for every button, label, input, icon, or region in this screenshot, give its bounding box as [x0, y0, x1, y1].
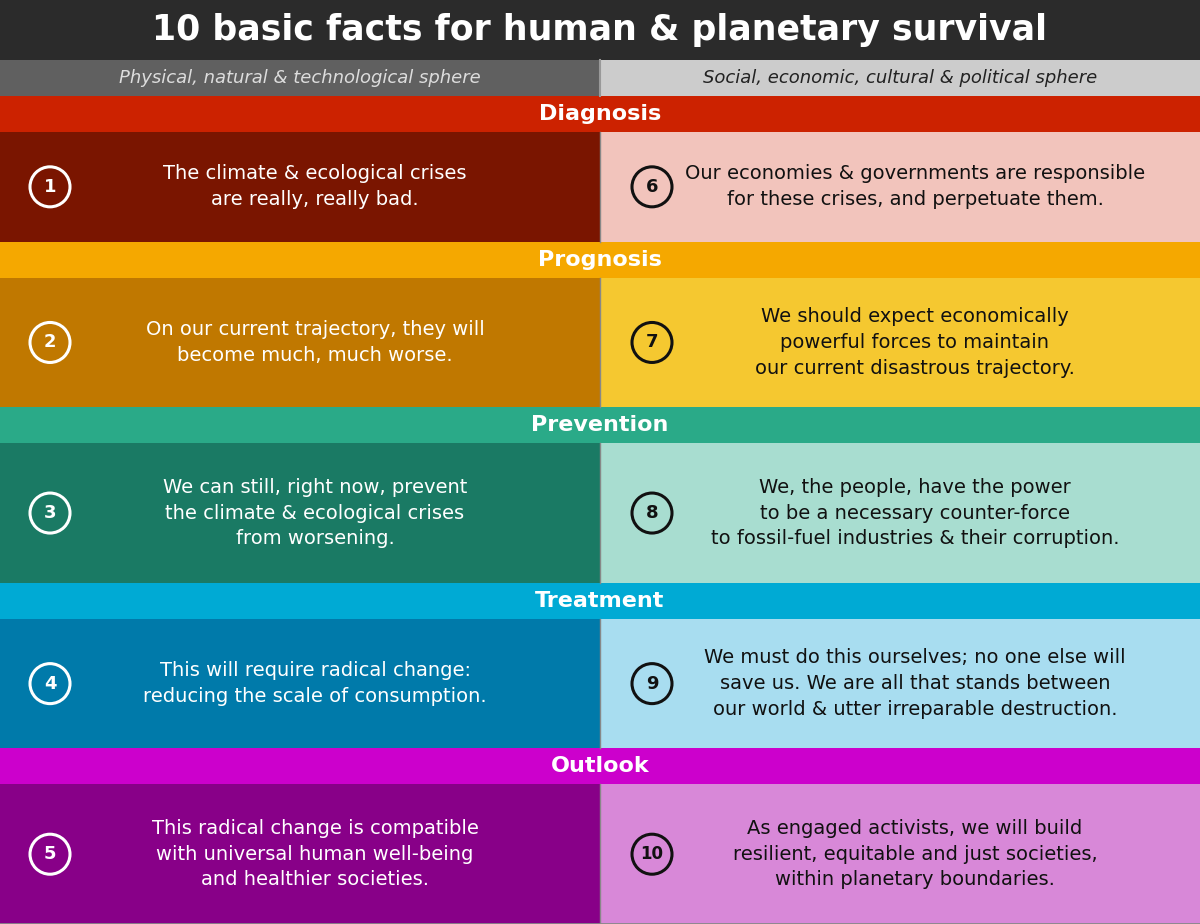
Circle shape [632, 322, 672, 362]
Bar [600, 784, 1200, 924]
Bar [0, 748, 1200, 784]
Text: Our economies & governments are responsible
for these crises, and perpetuate the: Our economies & governments are responsi… [685, 164, 1145, 209]
Text: We must do this ourselves; no one else will
save us. We are all that stands betw: We must do this ourselves; no one else w… [704, 649, 1126, 719]
Text: We, the people, have the power
to be a necessary counter-force
to fossil-fuel in: We, the people, have the power to be a n… [710, 478, 1120, 548]
Circle shape [632, 493, 672, 533]
Bar [0, 96, 1200, 132]
Text: We should expect economically
powerful forces to maintain
our current disastrous: We should expect economically powerful f… [755, 307, 1075, 378]
Circle shape [632, 167, 672, 207]
Text: Outlook: Outlook [551, 757, 649, 776]
Bar [600, 277, 1200, 407]
Bar [0, 277, 600, 407]
Text: 7: 7 [646, 334, 659, 351]
Bar [0, 619, 600, 748]
Bar [0, 583, 1200, 619]
Text: On our current trajectory, they will
become much, much worse.: On our current trajectory, they will bec… [145, 320, 485, 365]
Circle shape [30, 167, 70, 207]
Circle shape [632, 834, 672, 874]
Text: 6: 6 [646, 177, 659, 196]
Text: Diagnosis: Diagnosis [539, 104, 661, 124]
Bar [600, 132, 1200, 242]
Circle shape [30, 322, 70, 362]
Bar [0, 60, 600, 96]
Text: 1: 1 [43, 177, 56, 196]
Text: This will require radical change:
reducing the scale of consumption.: This will require radical change: reduci… [143, 662, 487, 706]
Bar [0, 132, 600, 242]
Text: This radical change is compatible
with universal human well-being
and healthier : This radical change is compatible with u… [151, 819, 479, 890]
Text: 8: 8 [646, 505, 659, 522]
Bar [0, 242, 1200, 277]
Text: 2: 2 [43, 334, 56, 351]
Text: 10: 10 [641, 845, 664, 863]
Bar [0, 407, 1200, 444]
Text: Treatment: Treatment [535, 590, 665, 611]
Text: Physical, natural & technological sphere: Physical, natural & technological sphere [119, 69, 481, 87]
Circle shape [30, 834, 70, 874]
Circle shape [632, 663, 672, 704]
Text: Prevention: Prevention [532, 415, 668, 435]
Text: 10 basic facts for human & planetary survival: 10 basic facts for human & planetary sur… [152, 13, 1048, 47]
Bar [600, 444, 1200, 583]
Text: 3: 3 [43, 505, 56, 522]
Bar [0, 444, 600, 583]
Text: 9: 9 [646, 675, 659, 693]
Text: 4: 4 [43, 675, 56, 693]
Circle shape [30, 663, 70, 704]
Text: As engaged activists, we will build
resilient, equitable and just societies,
wit: As engaged activists, we will build resi… [733, 819, 1097, 890]
Bar [0, 784, 600, 924]
Circle shape [30, 493, 70, 533]
Bar [0, 0, 1200, 60]
Text: 5: 5 [43, 845, 56, 863]
Text: Prognosis: Prognosis [538, 249, 662, 270]
Bar [600, 619, 1200, 748]
Bar [600, 60, 1200, 96]
Text: The climate & ecological crises
are really, really bad.: The climate & ecological crises are real… [163, 164, 467, 209]
Text: We can still, right now, prevent
the climate & ecological crises
from worsening.: We can still, right now, prevent the cli… [163, 478, 467, 548]
Text: Social, economic, cultural & political sphere: Social, economic, cultural & political s… [703, 69, 1097, 87]
